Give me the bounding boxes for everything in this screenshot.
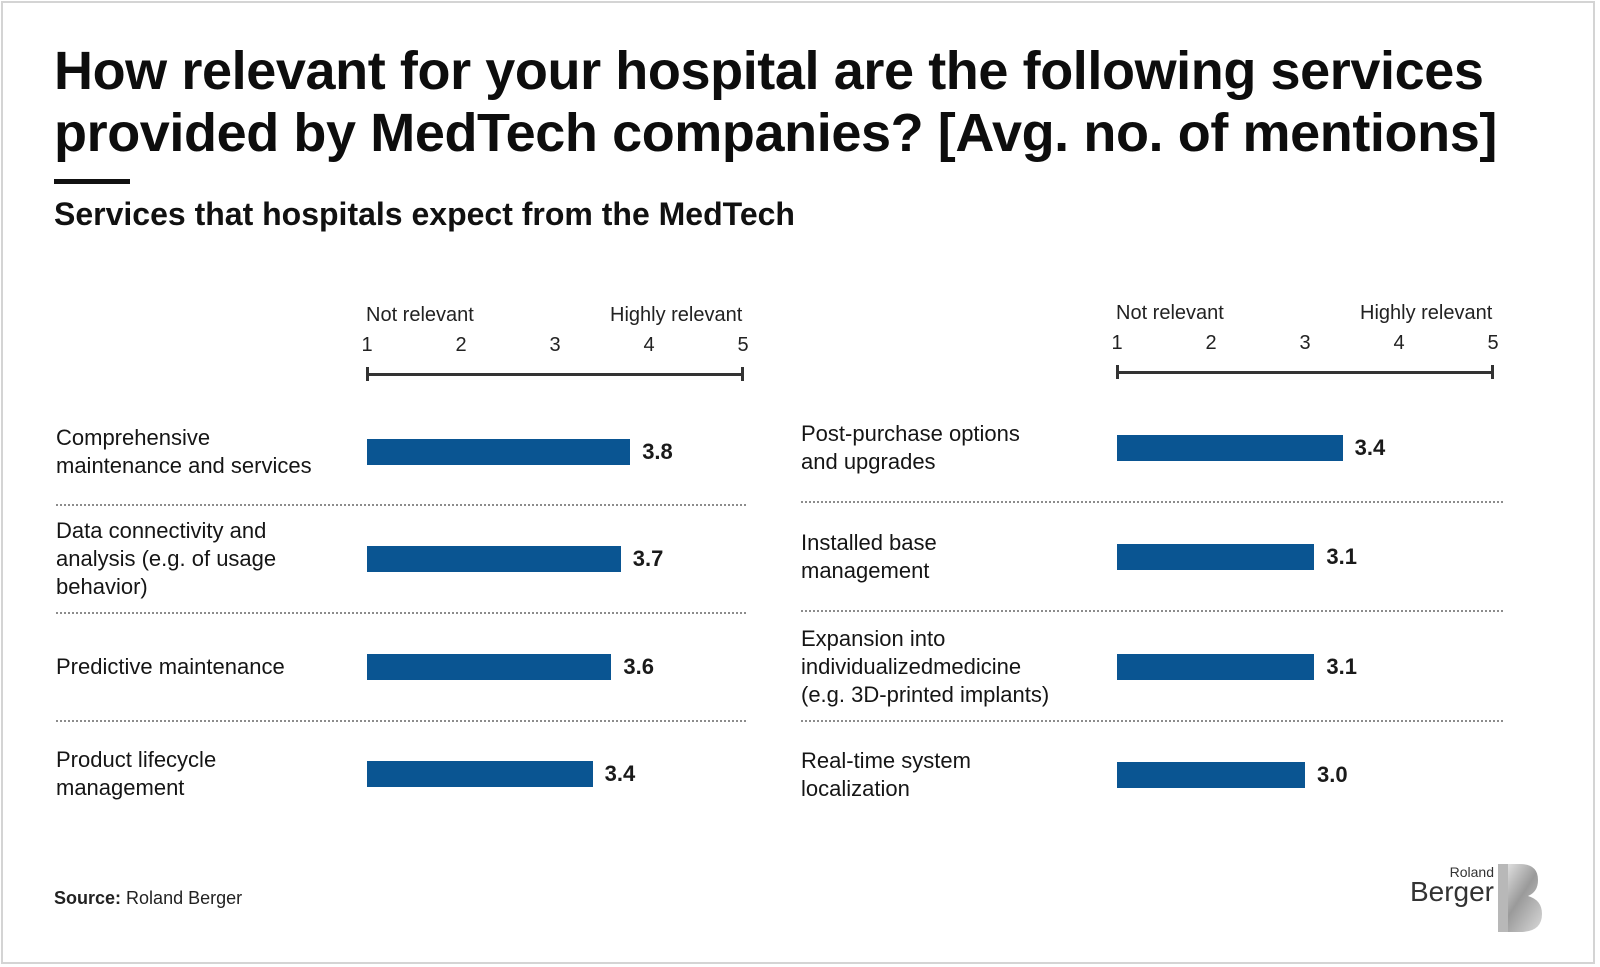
roland-berger-logo: Roland Berger (1396, 862, 1546, 942)
category-label-line: Expansion into (801, 626, 946, 651)
category-label-line: and upgrades (801, 449, 936, 474)
tick-label: 5 (1487, 332, 1499, 354)
scale-min-label: Not relevant (1116, 302, 1224, 324)
bar (367, 761, 593, 787)
bar-value-label: 3.1 (1326, 654, 1357, 679)
category-label: Installed base management (801, 529, 1101, 585)
row-separator (56, 504, 746, 506)
category-label-line: Installed base (801, 530, 937, 555)
category-label: Data connectivity and analysis (e.g. of u… (56, 517, 346, 601)
logo-text-big: Berger (1409, 876, 1494, 907)
scale-max-label: Highly relevant (1360, 302, 1493, 324)
category-label-line: analysis (e.g. of usage (56, 546, 277, 571)
bar (367, 439, 631, 465)
category-label-line: Post-purchase options (801, 421, 1020, 446)
category-label-line: management (801, 558, 930, 583)
bar-value-label: 3.4 (1354, 435, 1386, 460)
category-label-line: Product lifecycle (56, 747, 217, 772)
bar-value-label: 3.7 (632, 546, 664, 571)
tick-label: 5 (737, 334, 749, 356)
tick-label: 2 (1205, 332, 1217, 354)
bar-value-label: 3.8 (642, 439, 673, 464)
tick-label: 3 (549, 334, 561, 356)
source-label: Source: (54, 888, 122, 908)
category-label-line: behavior) (56, 574, 148, 599)
bar (1117, 654, 1315, 680)
category-label-line: management (56, 775, 185, 800)
category-label-line: Real-time system (801, 748, 971, 773)
category-label: Comprehensive maintenance and services (56, 424, 346, 480)
tick-label: 1 (361, 334, 373, 356)
scale-min-label: Not relevant (366, 304, 474, 326)
row-separator (801, 501, 1503, 503)
tick-label: 2 (455, 334, 467, 356)
logo-text-small: Roland (1449, 864, 1494, 880)
bar-value-label: 3.4 (604, 761, 636, 786)
scale-axis-line (367, 373, 743, 376)
source-note: Source: Roland Berger (54, 888, 242, 909)
scale-axis-end-cap (1491, 365, 1494, 379)
category-label: Real-time system localization (801, 747, 1101, 803)
tick-label: 4 (643, 334, 655, 356)
scale-axis-line (1117, 371, 1493, 374)
chart-title: How relevant for your hospital are the f… (54, 41, 1497, 163)
row-separator (56, 612, 746, 614)
bar (1117, 544, 1315, 570)
category-label-line: maintenance and services (56, 453, 312, 478)
scale-axis-start-cap (366, 367, 369, 381)
bar (367, 546, 621, 572)
category-label-line: Data connectivity and (56, 518, 267, 543)
tick-label: 4 (1393, 332, 1405, 354)
bar (367, 654, 612, 680)
bar (1117, 435, 1343, 461)
category-label: Product lifecycle management (56, 746, 346, 802)
scale-axis-end-cap (741, 367, 744, 381)
bar-value-label: 3.0 (1317, 762, 1348, 787)
row-separator (801, 720, 1503, 722)
category-label-line: localization (801, 776, 910, 801)
bar-value-label: 3.1 (1326, 544, 1357, 569)
bar-value-label: 3.6 (623, 654, 654, 679)
scale-max-label: Highly relevant (610, 304, 743, 326)
scale-axis-start-cap (1116, 365, 1119, 379)
category-label: Expansion into individualizedmedicine (e.g… (801, 625, 1101, 709)
category-label-line: Comprehensive (56, 425, 211, 450)
tick-label: 1 (1111, 332, 1123, 354)
category-label-line: (e.g. 3D-printed implants) (801, 682, 1050, 707)
logo-b-mark-icon (1498, 864, 1542, 932)
category-label: Predictive maintenance (56, 653, 346, 681)
source-text: Roland Berger (126, 888, 243, 908)
row-separator (801, 610, 1503, 612)
category-label: Post-purchase options and upgrades (801, 420, 1101, 476)
row-separator (56, 720, 746, 722)
category-label-line: individualizedmedicine (801, 654, 1022, 679)
category-label-line: Predictive maintenance (56, 654, 285, 679)
chart-subtitle: Services that hospitals expect from the … (54, 196, 795, 232)
title-underline (54, 179, 130, 184)
tick-label: 3 (1299, 332, 1311, 354)
bar (1117, 762, 1305, 788)
